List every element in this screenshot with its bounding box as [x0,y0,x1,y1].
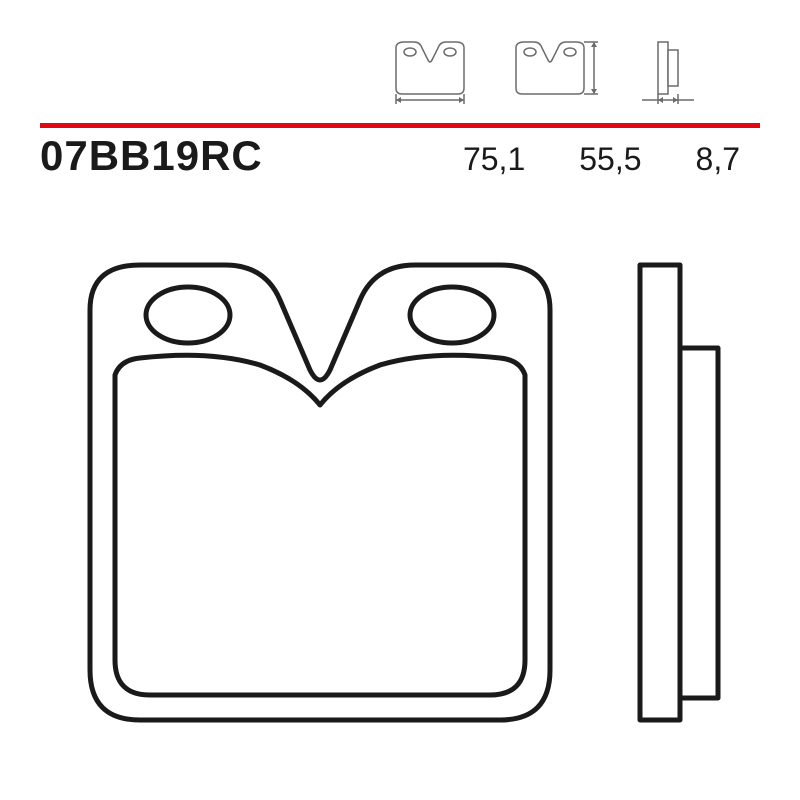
thickness-value: 8,7 [696,141,740,178]
height-dimension-icon [506,30,606,105]
dimension-icons-row [380,30,712,105]
technical-drawing [40,230,760,750]
width-dimension-icon [380,30,480,105]
dimension-values: 75,1 55,5 8,7 [463,141,760,178]
front-view [90,265,550,720]
spec-sheet: 07BB19RC 75,1 55,5 8,7 [0,0,800,800]
height-value: 55,5 [579,141,641,178]
section-divider [40,115,760,120]
part-number: 07BB19RC [40,132,263,180]
thickness-dimension-icon [632,30,712,105]
width-value: 75,1 [463,141,525,178]
specification-row: 07BB19RC 75,1 55,5 8,7 [40,132,760,180]
side-view [640,265,718,720]
